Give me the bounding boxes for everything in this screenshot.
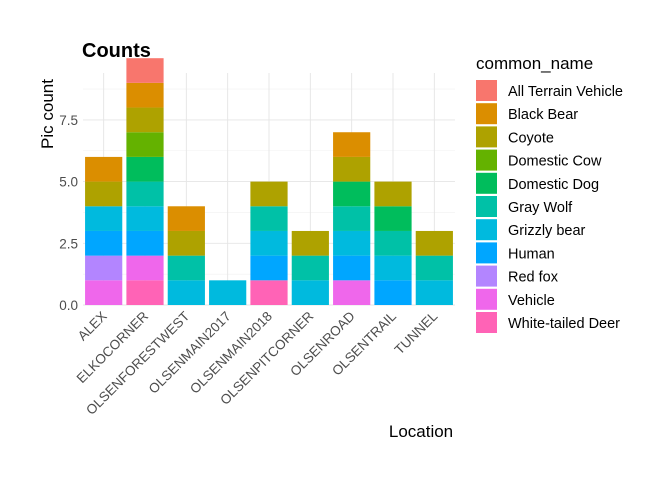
bar-segment <box>167 280 205 305</box>
bar-segment <box>85 156 123 182</box>
bar-segment <box>126 230 164 256</box>
legend-swatch <box>476 172 497 194</box>
bar-segment <box>126 206 164 231</box>
legend-label: Domestic Dog <box>508 177 599 193</box>
bar-segment <box>167 230 205 256</box>
legend-label: Domestic Cow <box>508 154 602 170</box>
bar-segment <box>85 206 123 231</box>
x-axis-ticks: ALEXELKOCORNEROLSENFORESTWESTOLSENMAIN20… <box>74 308 441 418</box>
bar-segment <box>333 156 371 182</box>
bar-segment <box>415 230 453 256</box>
x-tick-label: ALEX <box>75 309 110 344</box>
legend: common_name All Terrain Vehicle Black Bea… <box>476 54 623 333</box>
y-tick-label: 2.5 <box>59 236 78 251</box>
legend-label: White-tailed Deer <box>508 316 620 332</box>
legend-label: Black Bear <box>508 107 578 123</box>
y-tick-label: 0.0 <box>59 298 78 313</box>
bar-segment <box>291 280 329 305</box>
bar-segment <box>126 181 164 207</box>
bar-segment <box>85 181 123 207</box>
x-axis-title: Location <box>389 422 453 441</box>
legend-swatch <box>476 196 497 217</box>
bar-segment <box>291 230 329 256</box>
bars <box>85 58 453 305</box>
legend-label: All Terrain Vehicle <box>508 84 623 100</box>
legend-swatch <box>476 265 497 287</box>
bar-segment <box>167 206 205 231</box>
bar-segment <box>85 255 123 281</box>
bar-segment <box>415 280 453 305</box>
bar-segment <box>333 181 371 207</box>
bar-segment <box>126 255 164 281</box>
legend-swatch <box>476 219 497 241</box>
bar-segment <box>85 280 123 305</box>
legend-title: common_name <box>476 54 593 73</box>
bar-segment <box>374 206 412 231</box>
bar-segment <box>374 181 412 207</box>
bar-segment <box>85 230 123 256</box>
bar-segment <box>250 230 288 256</box>
bar-segment <box>374 255 412 281</box>
bar-segment <box>333 132 371 157</box>
bar-segment <box>250 255 288 281</box>
bar-segment <box>167 255 205 281</box>
legend-swatch <box>476 312 497 333</box>
legend-swatch <box>476 288 497 310</box>
bar-segment <box>333 255 371 281</box>
y-tick-label: 5.0 <box>59 175 78 190</box>
bar-segment <box>291 255 329 281</box>
legend-swatch <box>476 103 497 125</box>
bar-segment <box>250 280 288 305</box>
bar-segment <box>126 280 164 305</box>
legend-label: Red fox <box>508 270 559 286</box>
legend-label: Grizzly bear <box>508 223 586 239</box>
legend-swatch <box>476 242 497 264</box>
bar-segment <box>333 230 371 256</box>
bar-segment <box>209 280 247 305</box>
bar-segment <box>126 156 164 182</box>
y-axis-title: Pic count <box>38 79 57 149</box>
legend-label: Gray Wolf <box>508 200 573 216</box>
bar-segment <box>126 132 164 157</box>
bar-segment <box>250 181 288 207</box>
legend-swatch <box>476 126 497 148</box>
bar-segment <box>250 206 288 231</box>
legend-swatch <box>476 80 497 101</box>
bar-segment <box>126 107 164 133</box>
bar-segment <box>126 82 164 108</box>
legend-label: Coyote <box>508 130 554 146</box>
bar-segment <box>333 280 371 305</box>
bar-segment <box>126 58 164 83</box>
legend-swatch <box>476 149 497 171</box>
y-tick-label: 7.5 <box>59 113 78 128</box>
bar-segment <box>333 206 371 231</box>
chart-title: Counts <box>82 40 151 62</box>
y-axis-ticks: 0.0 2.5 5.0 7.5 <box>59 113 78 313</box>
x-tick-label: TUNNEL <box>392 308 441 357</box>
bar-segment <box>415 255 453 281</box>
bar-segment <box>374 280 412 305</box>
legend-label: Human <box>508 246 555 262</box>
x-tick-label: ELKOCORNER <box>74 308 152 386</box>
bar-segment <box>374 230 412 256</box>
legend-label: Vehicle <box>508 293 555 309</box>
